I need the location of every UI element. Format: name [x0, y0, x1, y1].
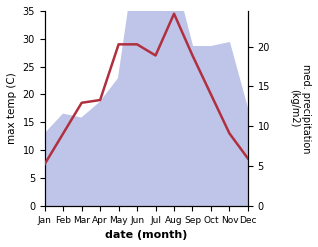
X-axis label: date (month): date (month)	[105, 230, 188, 240]
Y-axis label: med. precipitation
(kg/m2): med. precipitation (kg/m2)	[289, 64, 311, 153]
Y-axis label: max temp (C): max temp (C)	[7, 72, 17, 144]
